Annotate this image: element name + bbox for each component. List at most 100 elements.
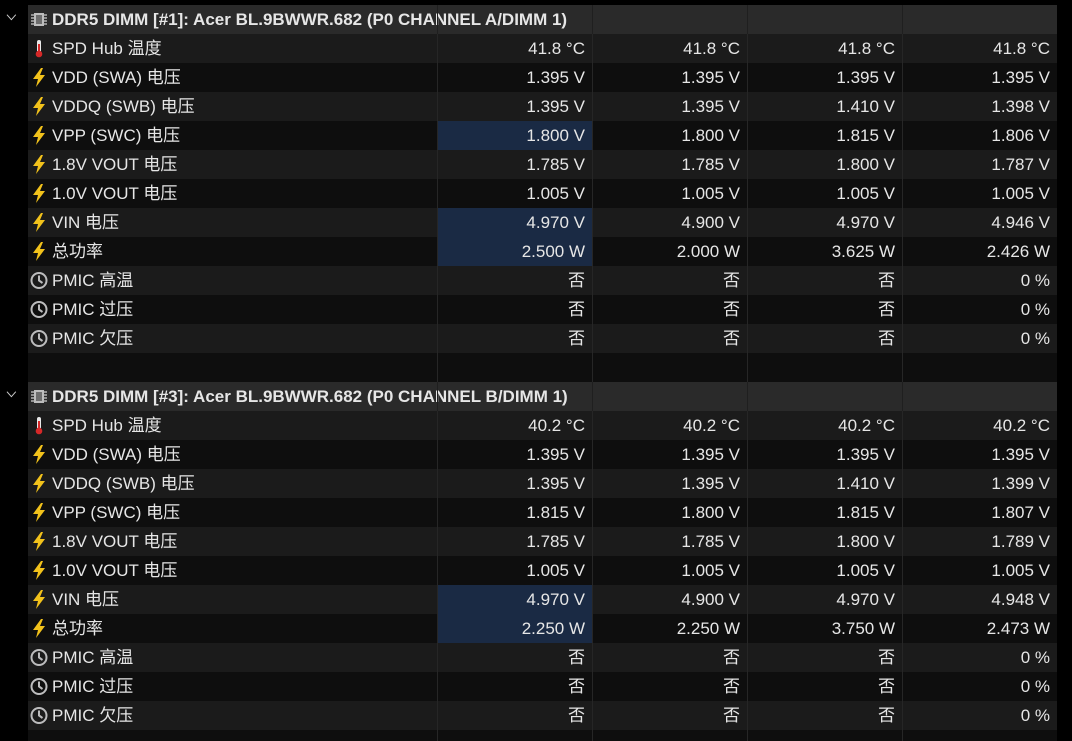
sensor-row: 1.0V VOUT 电压 1.005 V 1.005 V 1.005 V 1.005 V (28, 556, 1057, 585)
sensor-value: 0 % (902, 701, 1057, 730)
bolt-icon (33, 126, 45, 145)
sensor-value: 0 % (902, 643, 1057, 672)
bolt-icon (33, 155, 45, 174)
sensor-value: 1.395 V (437, 440, 592, 469)
sensor-row: 1.8V VOUT 电压 1.785 V 1.785 V 1.800 V 1.789 V (28, 527, 1057, 556)
sensor-value: 4.948 V (902, 585, 1057, 614)
empty-cell (902, 730, 1057, 741)
sensor-value: 41.8 °C (592, 34, 747, 63)
sensor-label: VIN 电压 (52, 213, 120, 232)
sensor-row: PMIC 高温否否否 0 % (28, 643, 1057, 672)
sensor-value: 否 (747, 324, 902, 353)
sensor-value: 1.395 V (902, 440, 1057, 469)
sensor-value: 1.785 V (592, 150, 747, 179)
collapse-chevron (6, 391, 17, 398)
header-cell (592, 382, 747, 411)
clock-icon (30, 678, 48, 695)
sensor-value: 2.473 W (902, 614, 1057, 643)
sensor-value: 2.250 W (437, 614, 592, 643)
sensor-value: 3.625 W (747, 237, 902, 266)
sensor-value: 0 % (902, 266, 1057, 295)
sensor-label: PMIC 高温 (52, 271, 134, 290)
sensor-row: 总功率 2.500 W 2.000 W 3.625 W 2.426 W (28, 237, 1057, 266)
sensor-value: 1.398 V (902, 92, 1057, 121)
therm-icon (35, 40, 43, 58)
empty-cell (592, 730, 747, 741)
sensor-label: 1.8V VOUT 电压 (52, 155, 178, 174)
sensor-value: 40.2 °C (902, 411, 1057, 440)
sensor-value: 1.410 V (747, 469, 902, 498)
sensor-label: VDDQ (SWB) 电压 (52, 97, 195, 116)
bolt-icon (33, 532, 45, 551)
sensor-value: 否 (592, 643, 747, 672)
group-title: DDR5 DIMM [#3]: Acer BL.9BWWR.682 (P0 CH… (52, 387, 568, 406)
header-cell (437, 382, 592, 411)
sensor-label: VDD (SWA) 电压 (52, 68, 181, 87)
sensor-label: SPD Hub 温度 (52, 416, 162, 435)
clock-icon (30, 301, 48, 318)
sensor-value: 1.395 V (592, 92, 747, 121)
sensor-label: VPP (SWC) 电压 (52, 126, 181, 145)
bolt-icon (33, 68, 45, 87)
sensor-row: VIN 电压 4.970 V 4.900 V 4.970 V 4.948 V (28, 585, 1057, 614)
header-cell (747, 382, 902, 411)
bolt-icon (33, 184, 45, 203)
sensor-value: 否 (437, 295, 592, 324)
sensor-value: 40.2 °C (592, 411, 747, 440)
sensor-row: SPD Hub 温度 40.2 °C 40.2 °C 40.2 °C 40.2 °C (28, 411, 1057, 440)
sensor-value: 1.395 V (437, 63, 592, 92)
bolt-icon (33, 590, 45, 609)
sensor-value: 1.785 V (437, 527, 592, 556)
sensor-value: 否 (747, 266, 902, 295)
collapse-chevron (6, 14, 17, 21)
sensor-value: 1.807 V (902, 498, 1057, 527)
sensor-label: 总功率 (52, 242, 103, 261)
empty-cell (902, 353, 1057, 382)
sensor-value: 1.395 V (437, 469, 592, 498)
clock-icon (30, 707, 48, 724)
bolt-icon (33, 474, 45, 493)
bolt-icon (33, 242, 45, 261)
sensor-value: 1.787 V (902, 150, 1057, 179)
sensor-value: 1.800 V (592, 498, 747, 527)
sensor-value: 否 (592, 266, 747, 295)
sensor-value: 3.750 W (747, 614, 902, 643)
sensor-row: PMIC 过压否否否 0 % (28, 295, 1057, 324)
sensor-label: VDD (SWA) 电压 (52, 445, 181, 464)
clock-icon (30, 272, 48, 289)
sensor-label: PMIC 高温 (52, 648, 134, 667)
sensor-value: 1.395 V (902, 63, 1057, 92)
bolt-icon (33, 97, 45, 116)
sensor-value: 0 % (902, 324, 1057, 353)
sensor-row: PMIC 欠压否否否 0 % (28, 324, 1057, 353)
empty-cell (747, 730, 902, 741)
therm-icon (35, 417, 43, 435)
header-cell (437, 5, 592, 34)
bolt-icon (33, 561, 45, 580)
sensor-label: VDDQ (SWB) 电压 (52, 474, 195, 493)
sensor-value: 1.005 V (902, 179, 1057, 208)
sensor-row: 1.0V VOUT 电压 1.005 V 1.005 V 1.005 V 1.005 V (28, 179, 1057, 208)
sensor-value: 2.426 W (902, 237, 1057, 266)
sensor-value: 1.395 V (747, 440, 902, 469)
sensor-label: VIN 电压 (52, 590, 120, 609)
sensor-value: 1.395 V (592, 440, 747, 469)
sensor-value: 4.970 V (747, 585, 902, 614)
sensor-row: PMIC 欠压否否否 0 % (28, 701, 1057, 730)
sensor-row: VDD (SWA) 电压 1.395 V 1.395 V 1.395 V 1.395 V (28, 63, 1057, 92)
sensor-value: 4.970 V (437, 208, 592, 237)
sensor-value: 1.815 V (437, 498, 592, 527)
sensor-value: 1.785 V (437, 150, 592, 179)
bolt-icon (33, 503, 45, 522)
sensor-value: 41.8 °C (902, 34, 1057, 63)
sensor-value: 0 % (902, 672, 1057, 701)
sensor-row: VPP (SWC) 电压 1.800 V 1.800 V 1.815 V 1.806 V (28, 121, 1057, 150)
sensor-value: 1.410 V (747, 92, 902, 121)
sensor-value: 1.815 V (747, 498, 902, 527)
sensor-value: 40.2 °C (437, 411, 592, 440)
sensor-row: VDDQ (SWB) 电压 1.395 V 1.395 V 1.410 V 1.399 … (28, 469, 1057, 498)
sensor-value: 否 (437, 324, 592, 353)
sensor-row: VPP (SWC) 电压 1.815 V 1.800 V 1.815 V 1.807 V (28, 498, 1057, 527)
sensor-value: 1.806 V (902, 121, 1057, 150)
